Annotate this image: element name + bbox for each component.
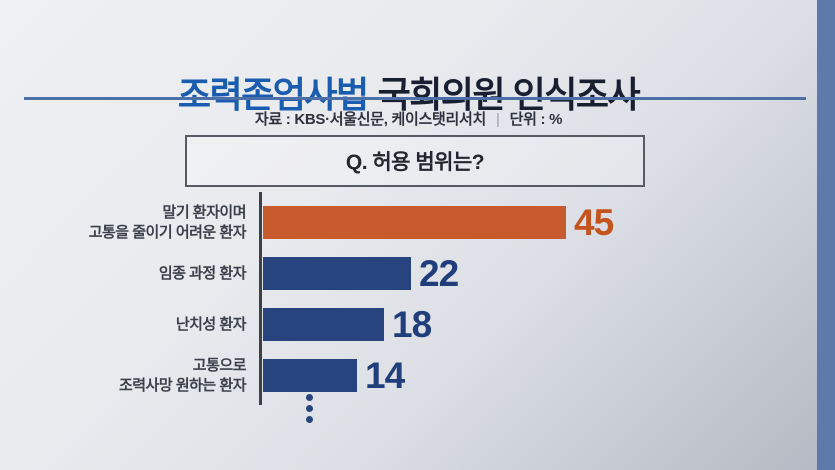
ellipsis-dot	[306, 405, 313, 412]
question-box: Q. 허용 범위는?	[185, 135, 645, 187]
chart-row: 말기 환자이며 고통을 줄이기 어려운 환자 45	[0, 197, 817, 248]
ellipsis-dot	[306, 416, 313, 423]
category-label: 난치성 환자	[175, 315, 247, 333]
category-label: 고통으로 조력사망 원하는 환자	[118, 357, 247, 394]
title-rest: 국회의원 인식조사	[377, 74, 641, 116]
bar-track	[263, 359, 357, 392]
title-highlight: 조력존엄사법	[177, 74, 369, 116]
value-label: 22	[419, 253, 459, 294]
bar	[263, 206, 566, 239]
category-label: 말기 환자이며 고통을 줄이기 어려운 환자	[88, 204, 247, 241]
source-divider: |	[496, 111, 500, 128]
bar	[263, 257, 411, 290]
bar	[263, 359, 357, 392]
ellipsis-dot	[306, 394, 313, 401]
page-title: 조력존엄사법 국회의원 인식조사	[0, 75, 817, 115]
title-underline-rule	[24, 97, 806, 100]
chart-row: 난치성 환자 18	[0, 299, 817, 350]
bar	[263, 308, 384, 341]
category-label: 임종 과정 환자	[158, 264, 247, 282]
chart-row: 고통으로 조력사망 원하는 환자 14	[0, 350, 817, 401]
chart-axis-line	[259, 192, 262, 405]
bar-track	[263, 308, 384, 341]
chart-rows: 말기 환자이며 고통을 줄이기 어려운 환자 45 임종 과정 환자 22 난치성 환자…	[0, 197, 817, 401]
value-label: 45	[574, 202, 614, 243]
unit-label: 단위 : %	[509, 111, 563, 128]
question-label: Q. 허용 범위는?	[345, 151, 485, 174]
chart-row: 임종 과정 환자 22	[0, 248, 817, 299]
value-label: 18	[392, 304, 432, 345]
bar-track	[263, 257, 411, 290]
right-edge-strip	[817, 0, 835, 470]
source-line: 자료 : KBS·서울신문, 케이스탯리서치 | 단위 : %	[0, 108, 817, 129]
source-label: 자료 : KBS·서울신문, 케이스탯리서치	[254, 111, 487, 128]
value-label: 14	[365, 355, 405, 396]
more-items-ellipsis	[306, 394, 313, 423]
bar-track	[263, 206, 566, 239]
broadcast-graphic: 조력존엄사법 국회의원 인식조사 자료 : KBS·서울신문, 케이스탯리서치 | 단…	[0, 75, 817, 423]
